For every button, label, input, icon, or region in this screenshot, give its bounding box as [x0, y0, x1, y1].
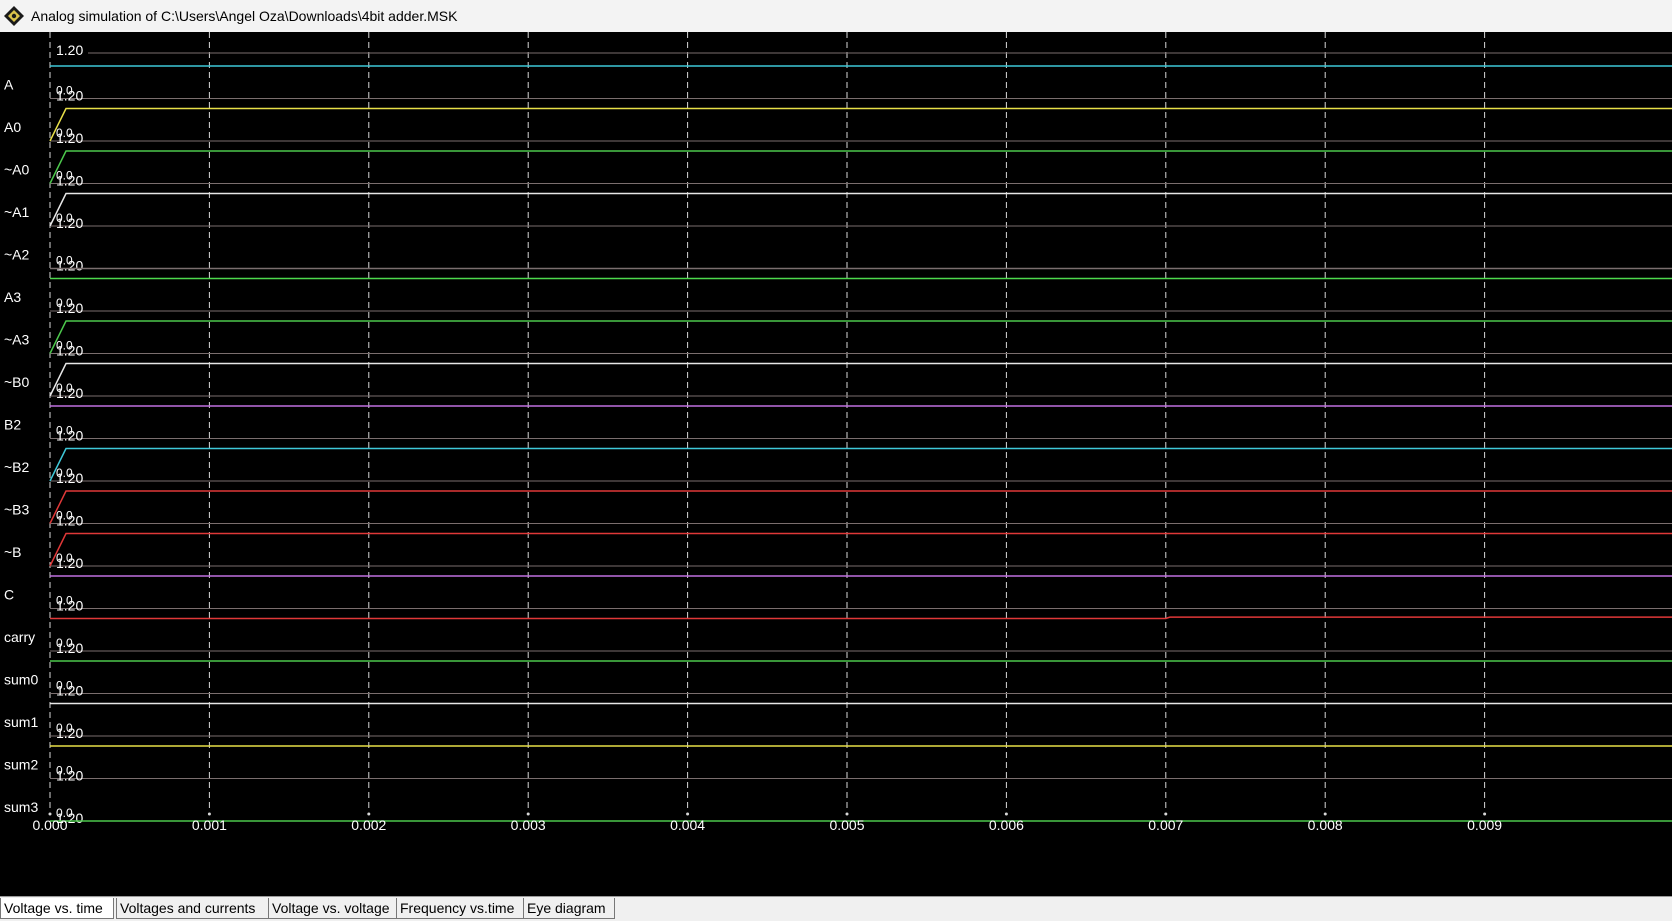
tick-label-high: 1.20	[56, 768, 83, 784]
tick-label-low: 0.0	[56, 254, 73, 268]
x-tick-mark	[207, 812, 211, 816]
tick-label-low: 0.0	[56, 211, 73, 225]
tick-label-low: 0.0	[56, 466, 73, 480]
signal-label: sum0	[4, 672, 38, 688]
tick-label-low: 0.0	[56, 806, 73, 820]
x-tick-mark	[526, 812, 530, 816]
tick-label-high: 1.20	[56, 428, 83, 444]
waveform-a0	[49, 107, 1672, 142]
tick-label-high: 1.20	[56, 343, 83, 359]
tick-label-low: 0.0	[56, 764, 73, 778]
tick-label-high: 1.20	[56, 173, 83, 189]
x-tick-label: 0.007	[1148, 817, 1183, 833]
x-tick-label: 0.001	[192, 817, 227, 833]
signal-label: ~A2	[4, 247, 30, 263]
x-tick-label: 0.000	[32, 817, 67, 833]
tick-label-low: 0.0	[56, 126, 73, 140]
signal-label: ~B0	[4, 374, 30, 390]
tick-label-high: 1.20	[56, 42, 83, 58]
tick-label-high: 1.20	[56, 470, 83, 486]
tick-label-high: 1.20	[56, 810, 83, 826]
x-tick-label: 0.005	[829, 817, 864, 833]
microwind-app-icon	[4, 6, 24, 26]
tick-label-low: 0.0	[56, 551, 73, 565]
tab-frequency-vs-time[interactable]: Frequency vs.time	[396, 898, 524, 919]
x-tick-label: 0.003	[511, 817, 546, 833]
simulation-plot-area[interactable]: 1.20 A 0.0 1.20 A0 0.0 1.20 ~A0 0.0 1.20 ~A1 0.0 1.2…	[0, 32, 1672, 896]
tick-label-low: 0.0	[56, 296, 73, 310]
tick-label-low: 0.0	[56, 679, 73, 693]
waveform-not-b	[49, 532, 1672, 567]
tick-label-low: 0.0	[56, 594, 73, 608]
signal-label: C	[4, 587, 14, 603]
signal-label: B2	[4, 417, 21, 433]
tab-voltage-vs-time[interactable]: Voltage vs. time	[0, 898, 114, 919]
signal-label: sum1	[4, 714, 38, 730]
x-tick-label: 0.004	[670, 817, 705, 833]
tick-label-low: 0.0	[56, 424, 73, 438]
waveform-not-b2	[49, 447, 1672, 482]
x-tick-label: 0.006	[989, 817, 1024, 833]
tick-label-low: 0.0	[56, 381, 73, 395]
x-tick-mark	[367, 812, 371, 816]
x-tick-mark	[1164, 812, 1168, 816]
waveform-carry	[50, 616, 1672, 620]
waveform-not-a3	[49, 320, 1672, 354]
signal-label: ~B3	[4, 502, 30, 518]
x-tick-mark	[845, 812, 849, 816]
x-tick-mark	[1323, 812, 1327, 816]
x-tick-label: 0.008	[1308, 817, 1343, 833]
x-tick-mark	[1483, 812, 1487, 816]
waveform-not-b3	[49, 490, 1672, 524]
tick-label-low: 0.0	[56, 721, 73, 735]
signal-label: carry	[4, 629, 35, 645]
signal-label: ~B	[4, 544, 22, 560]
signal-label: ~B2	[4, 459, 30, 475]
x-tick-label: 0.002	[351, 817, 386, 833]
tick-label-high: 1.20	[56, 385, 83, 401]
x-tick-mark	[1004, 812, 1008, 816]
x-tick-mark	[686, 812, 690, 816]
signal-label: ~A1	[4, 204, 30, 220]
tab-eye-diagram[interactable]: Eye diagram	[523, 898, 615, 919]
tab-voltage-vs-voltage[interactable]: Voltage vs. voltage	[268, 898, 398, 919]
waveform-not-a1	[49, 192, 1672, 227]
tick-label-low: 0.0	[56, 169, 73, 183]
signal-label: A0	[4, 119, 21, 135]
tick-label-high: 1.20	[56, 215, 83, 231]
waveform-not-b0	[49, 362, 1672, 397]
signal-label: sum2	[4, 757, 38, 773]
tick-label-high: 1.20	[56, 258, 83, 274]
signal-label: A	[4, 77, 14, 93]
tick-label-high: 1.20	[56, 130, 83, 146]
tick-label-high: 1.20	[56, 513, 83, 529]
tick-label-high: 1.20	[56, 683, 83, 699]
tick-label-high: 1.20	[56, 598, 83, 614]
tick-label-low: 0.0	[56, 84, 73, 98]
signal-label: ~A3	[4, 332, 30, 348]
tick-label-high: 1.20	[56, 88, 83, 104]
signal-label: sum3	[4, 799, 38, 815]
x-tick-mark	[48, 812, 52, 816]
x-tick-label: 0.009	[1467, 817, 1502, 833]
tick-label-high: 1.20	[56, 640, 83, 656]
tab-voltages-and-currents[interactable]: Voltages and currents	[116, 898, 270, 919]
tick-label-high: 1.20	[56, 555, 83, 571]
waveform-not-a0	[49, 150, 1672, 184]
window-title: Analog simulation of C:\Users\Angel Oza\…	[31, 8, 458, 24]
tick-label-low: 0.0	[56, 339, 73, 353]
signal-label: ~A0	[4, 162, 30, 178]
tick-label-low: 0.0	[56, 636, 73, 650]
title-bar: Analog simulation of C:\Users\Angel Oza\…	[0, 0, 1672, 32]
tick-label-low: 0.0	[56, 509, 73, 523]
signal-label: A3	[4, 289, 21, 305]
tick-label-high: 1.20	[56, 300, 83, 316]
tick-label-high: 1.20	[56, 725, 83, 741]
view-tab-bar: Voltage vs. time Voltages and currents V…	[0, 896, 1672, 921]
